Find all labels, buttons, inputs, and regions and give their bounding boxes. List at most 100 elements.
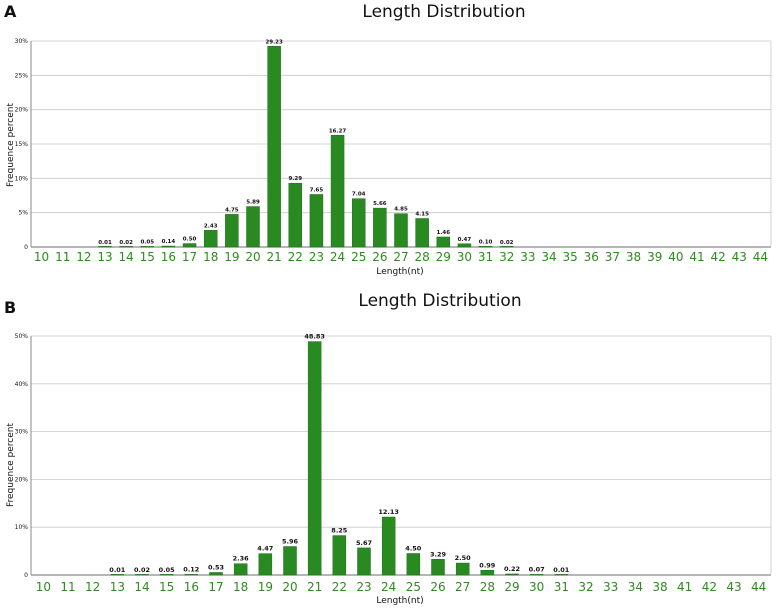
x-tick-label: 17	[208, 580, 223, 594]
data-label: 9.29	[288, 176, 302, 182]
x-tick-label: 25	[406, 580, 421, 594]
data-label: 2.43	[204, 223, 218, 229]
data-label: 4.50	[405, 544, 422, 552]
data-label: 0.05	[140, 240, 154, 246]
data-label: 4.75	[225, 207, 239, 213]
y-tick-label: 30%	[15, 429, 29, 436]
x-tick-label: 26	[430, 580, 445, 594]
x-tick-label: 34	[628, 580, 643, 594]
x-axis-label-b: Length(nt)	[376, 596, 423, 606]
data-label: 4.15	[415, 212, 429, 218]
x-axis-label-a: Length(nt)	[376, 267, 423, 277]
x-tick-label: 37	[605, 250, 620, 264]
data-label: 16.27	[329, 128, 347, 134]
bar	[406, 553, 421, 576]
y-tick-label: 50%	[15, 333, 29, 340]
data-label: 5.66	[373, 201, 387, 207]
x-tick-label: 30	[457, 250, 472, 264]
bar	[505, 573, 519, 576]
y-tick-label: 30%	[15, 38, 29, 45]
data-label: 1.46	[436, 230, 450, 236]
x-tick-label: 32	[578, 580, 593, 594]
bar	[394, 213, 408, 248]
x-tick-label: 40	[668, 250, 683, 264]
data-label: 7.04	[352, 192, 366, 198]
bar	[415, 218, 429, 248]
bar	[457, 243, 472, 248]
x-tick-label: 22	[288, 250, 303, 264]
x-tick-label: 31	[478, 250, 493, 264]
bar	[110, 574, 125, 576]
x-tick-label: 21	[267, 250, 282, 264]
y-ticks-a: 0 5% 10% 15% 20% 25% 30%	[15, 38, 29, 251]
bars-a	[98, 46, 514, 248]
data-label: 0.14	[162, 239, 176, 245]
x-tick-label: 11	[55, 250, 70, 264]
x-tick-label: 42	[702, 580, 717, 594]
data-label: 0.02	[119, 240, 133, 246]
bars-b	[110, 341, 569, 576]
y-tick-label: 20%	[15, 476, 29, 483]
data-label: 0.02	[500, 240, 514, 246]
bar	[436, 236, 451, 248]
bar	[203, 230, 218, 248]
x-tick-label: 24	[381, 580, 396, 594]
x-tick-label: 16	[161, 250, 176, 264]
x-tick-label: 42	[711, 250, 726, 264]
data-label: 0.10	[479, 239, 493, 245]
data-label: 2.50	[455, 554, 472, 562]
x-tick-label: 13	[110, 580, 125, 594]
x-tick-label: 17	[182, 250, 197, 264]
x-ticks-a: 10 11 12 13 14 15 16 17 18 19 20 21 22 23 24 25 26 27 28 29…	[34, 250, 768, 264]
bar	[478, 246, 493, 248]
y-axis-label-b: Frequence percent	[6, 423, 16, 508]
x-tick-label: 27	[393, 250, 408, 264]
x-tick-label: 43	[726, 580, 741, 594]
data-label: 5.96	[282, 538, 299, 546]
data-label: 0.02	[134, 566, 150, 574]
bar	[283, 546, 297, 576]
data-label: 3.29	[430, 550, 447, 558]
bar	[182, 243, 197, 248]
y-tick-label: 20%	[15, 107, 29, 114]
x-tick-label: 11	[60, 580, 75, 594]
x-tick-label: 23	[356, 580, 371, 594]
x-tick-label: 19	[258, 580, 273, 594]
bar	[288, 182, 303, 248]
bar	[98, 246, 112, 248]
x-tick-label: 44	[753, 250, 768, 264]
x-tick-label: 38	[652, 580, 667, 594]
panel-letter-a: A	[4, 2, 17, 21]
y-axis-label-a: Frequence percent	[6, 103, 16, 188]
x-tick-label: 13	[97, 250, 112, 264]
bar	[225, 214, 239, 248]
data-label: 4.85	[394, 207, 408, 213]
x-ticks-b: 10 11 12 13 14 15 16 17 18 19 20 21 22 23 24 25 26 27 28 29…	[36, 580, 767, 594]
data-label: 29.23	[265, 39, 283, 45]
x-tick-label: 10	[36, 580, 51, 594]
x-tick-label: 33	[603, 580, 618, 594]
x-tick-label: 38	[626, 250, 641, 264]
data-label: 0.22	[504, 565, 520, 573]
bar	[351, 198, 366, 248]
x-tick-label: 29	[436, 250, 451, 264]
bar	[140, 246, 155, 248]
bar	[233, 563, 248, 576]
y-tick-label: 0	[24, 572, 28, 579]
data-label: 0.01	[553, 566, 570, 574]
y-tick-label: 25%	[15, 72, 29, 79]
data-labels-a: 0.01 0.02 0.05 0.14 0.50 2.43 4.75 5.89 29.23 9.2…	[98, 39, 513, 246]
data-label: 8.25	[331, 527, 348, 535]
x-tick-label: 21	[307, 580, 322, 594]
bar	[159, 574, 174, 576]
x-tick-label: 12	[76, 250, 91, 264]
bar	[357, 547, 371, 576]
x-tick-label: 18	[203, 250, 218, 264]
bar	[309, 194, 324, 248]
data-label: 0.12	[183, 565, 199, 573]
x-tick-label: 25	[351, 250, 366, 264]
x-tick-label: 39	[647, 250, 662, 264]
bar	[431, 559, 445, 576]
data-labels-b: 0.01 0.02 0.05 0.12 0.53 2.36 4.47 5.96 48.83 8.2…	[109, 333, 570, 574]
y-tick-label: 10%	[15, 175, 29, 182]
